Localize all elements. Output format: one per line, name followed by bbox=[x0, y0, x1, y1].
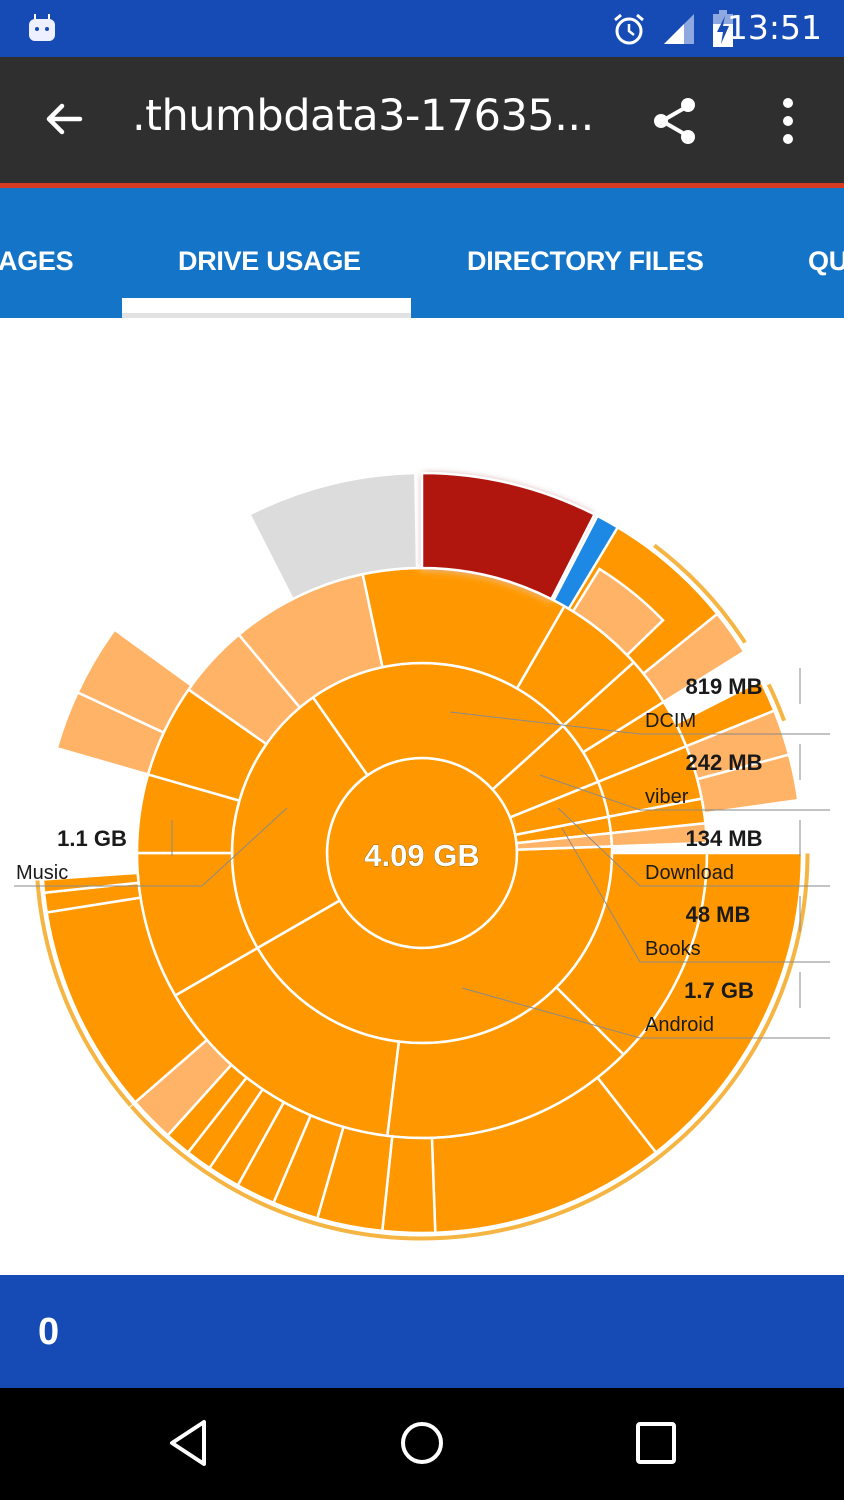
folder-size-label: 134 MB bbox=[685, 826, 762, 851]
sunburst-segment[interactable] bbox=[75, 627, 194, 735]
folder-name-label: DCIM bbox=[645, 710, 696, 732]
tab-drive-usage[interactable]: DRIVE USAGE bbox=[178, 246, 361, 276]
tab-qu[interactable]: QU bbox=[808, 246, 844, 276]
clock: 13:51 bbox=[726, 8, 822, 47]
folder-size-label: 1.1 GB bbox=[57, 826, 127, 851]
battery-charging-icon bbox=[712, 10, 734, 53]
sunburst-segment[interactable] bbox=[34, 879, 134, 1109]
sunburst-segment[interactable] bbox=[247, 471, 419, 601]
folder-name-label: Download bbox=[645, 862, 734, 884]
folder-name-label: Books bbox=[645, 938, 701, 960]
navigation-bar bbox=[0, 1388, 844, 1500]
leader-line bbox=[201, 807, 288, 887]
status-bar: 13:51 bbox=[0, 0, 844, 57]
sunburst-segment-selected[interactable] bbox=[420, 471, 597, 601]
nav-recents-icon[interactable] bbox=[634, 1418, 678, 1473]
leader-line bbox=[449, 711, 641, 735]
nav-back-icon[interactable] bbox=[166, 1418, 210, 1473]
active-tab-indicator bbox=[122, 298, 411, 318]
leader-line bbox=[557, 807, 641, 887]
leader-line bbox=[461, 987, 641, 1039]
sunburst-chart[interactable]: 819 MB DCIM 242 MB viber 134 MB Download 48 MB… bbox=[0, 318, 844, 1275]
sunburst-segment[interactable] bbox=[641, 612, 746, 704]
bottom-bar: 0 bbox=[0, 1275, 844, 1388]
sunburst-segment[interactable] bbox=[41, 871, 140, 895]
android-notification-icon bbox=[28, 12, 56, 47]
leader-line bbox=[561, 827, 641, 963]
toolbar: .thumbdata3-17635... bbox=[0, 57, 844, 183]
arrow-back-icon[interactable] bbox=[40, 95, 88, 148]
folder-size-label: 819 MB bbox=[685, 674, 762, 699]
folder-name-label: viber bbox=[645, 786, 689, 808]
toolbar-accent-line bbox=[0, 183, 844, 188]
folder-size-label: 48 MB bbox=[686, 902, 751, 927]
alarm-icon bbox=[612, 12, 646, 51]
signal-icon bbox=[662, 12, 696, 51]
sunburst-segment-highlight[interactable] bbox=[551, 514, 620, 611]
tab-directory-files[interactable]: DIRECTORY FILES bbox=[467, 246, 704, 276]
sunburst-segment[interactable] bbox=[651, 542, 749, 646]
folder-size-label: 242 MB bbox=[685, 750, 762, 775]
page-title: .thumbdata3-17635... bbox=[132, 91, 594, 141]
folder-name-label: Android bbox=[645, 1014, 714, 1036]
sunburst-segment[interactable] bbox=[609, 821, 709, 848]
more-vert-icon[interactable] bbox=[776, 95, 800, 150]
folder-size-label: 1.7 GB bbox=[684, 978, 754, 1003]
sunburst-segment[interactable] bbox=[571, 567, 665, 657]
tab-images[interactable]: AGES bbox=[0, 246, 74, 276]
sunburst-segment[interactable] bbox=[695, 753, 800, 815]
tab-bar: AGES DRIVE USAGE DIRECTORY FILES QU bbox=[0, 188, 844, 318]
nav-home-icon[interactable] bbox=[398, 1418, 446, 1473]
leader-line bbox=[539, 774, 641, 811]
folder-name-label: Music bbox=[16, 862, 68, 884]
share-icon[interactable] bbox=[650, 95, 700, 150]
selection-count: 0 bbox=[38, 1311, 60, 1353]
center-total-label: 4.09 GB bbox=[364, 838, 479, 873]
sunburst-segment[interactable] bbox=[765, 682, 788, 723]
